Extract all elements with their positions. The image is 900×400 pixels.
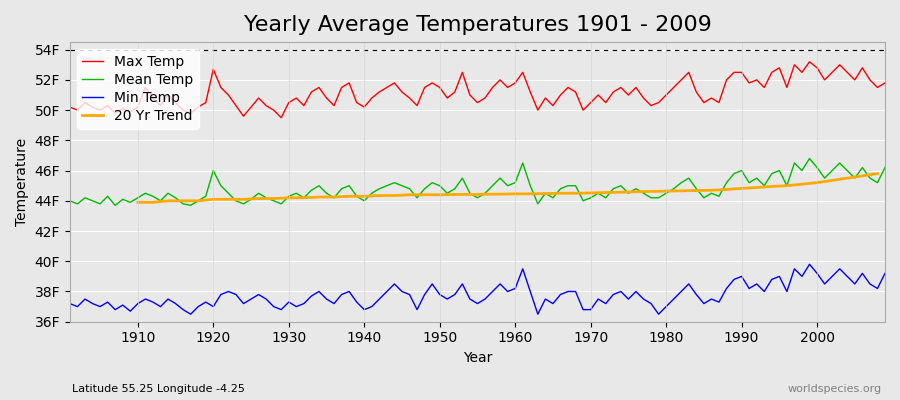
20 Yr Trend [555, 191, 566, 196]
20 Yr Trend [767, 184, 778, 189]
Line: Min Temp: Min Temp [70, 264, 885, 314]
Max Temp [344, 80, 355, 85]
Max Temp [299, 103, 310, 108]
20 Yr Trend [616, 190, 626, 194]
Max Temp [275, 115, 286, 120]
20 Yr Trend [177, 198, 188, 203]
20 Yr Trend [208, 197, 219, 202]
20 Yr Trend [464, 192, 475, 197]
Min Temp [185, 312, 196, 316]
Max Temp [804, 59, 814, 64]
Max Temp [125, 109, 136, 114]
Min Temp [299, 301, 310, 306]
Min Temp [879, 271, 890, 276]
Mean Temp [110, 203, 121, 208]
Max Temp [65, 105, 76, 110]
Min Temp [125, 309, 136, 314]
20 Yr Trend [585, 190, 596, 195]
Mean Temp [804, 156, 814, 161]
Min Temp [804, 262, 814, 267]
20 Yr Trend [374, 193, 384, 198]
20 Yr Trend [132, 200, 143, 205]
Min Temp [518, 266, 528, 271]
20 Yr Trend [600, 190, 611, 195]
Mean Temp [132, 195, 143, 200]
20 Yr Trend [449, 192, 460, 197]
20 Yr Trend [313, 195, 324, 200]
Line: 20 Yr Trend: 20 Yr Trend [138, 174, 878, 202]
20 Yr Trend [691, 188, 702, 193]
20 Yr Trend [676, 188, 687, 193]
20 Yr Trend [148, 200, 158, 205]
20 Yr Trend [359, 194, 370, 199]
20 Yr Trend [223, 197, 234, 202]
20 Yr Trend [857, 174, 868, 178]
20 Yr Trend [645, 189, 656, 194]
Mean Temp [65, 198, 76, 203]
20 Yr Trend [419, 192, 430, 197]
Mean Temp [518, 161, 528, 166]
20 Yr Trend [812, 180, 823, 185]
20 Yr Trend [631, 189, 642, 194]
Line: Max Temp: Max Temp [70, 62, 885, 118]
20 Yr Trend [435, 192, 446, 197]
20 Yr Trend [495, 192, 506, 196]
20 Yr Trend [781, 183, 792, 188]
20 Yr Trend [253, 196, 264, 201]
20 Yr Trend [706, 188, 716, 193]
20 Yr Trend [827, 178, 838, 183]
Text: Latitude 55.25 Longitude -4.25: Latitude 55.25 Longitude -4.25 [72, 384, 245, 394]
Min Temp [509, 286, 520, 291]
20 Yr Trend [299, 195, 310, 200]
20 Yr Trend [480, 192, 491, 196]
20 Yr Trend [268, 196, 279, 201]
Legend: Max Temp, Mean Temp, Min Temp, 20 Yr Trend: Max Temp, Mean Temp, Min Temp, 20 Yr Tre… [76, 49, 199, 129]
20 Yr Trend [344, 194, 355, 199]
Max Temp [879, 80, 890, 85]
Max Temp [509, 80, 520, 85]
Min Temp [65, 301, 76, 306]
20 Yr Trend [540, 191, 551, 196]
Max Temp [518, 70, 528, 75]
20 Yr Trend [509, 192, 520, 196]
Y-axis label: Temperature: Temperature [15, 138, 29, 226]
Max Temp [608, 90, 618, 94]
20 Yr Trend [661, 189, 671, 194]
20 Yr Trend [872, 171, 883, 176]
20 Yr Trend [389, 193, 400, 198]
20 Yr Trend [752, 185, 762, 190]
Mean Temp [879, 165, 890, 170]
20 Yr Trend [796, 182, 807, 186]
20 Yr Trend [284, 195, 294, 200]
20 Yr Trend [238, 197, 249, 202]
Title: Yearly Average Temperatures 1901 - 2009: Yearly Average Temperatures 1901 - 2009 [244, 15, 711, 35]
20 Yr Trend [721, 187, 732, 192]
Mean Temp [509, 180, 520, 185]
X-axis label: Year: Year [463, 351, 492, 365]
20 Yr Trend [163, 198, 174, 203]
Min Temp [344, 289, 355, 294]
20 Yr Trend [571, 191, 581, 196]
Min Temp [608, 292, 618, 297]
Mean Temp [608, 186, 618, 191]
20 Yr Trend [525, 192, 535, 196]
20 Yr Trend [842, 176, 852, 180]
Text: worldspecies.org: worldspecies.org [788, 384, 882, 394]
Mean Temp [299, 195, 310, 200]
Mean Temp [344, 183, 355, 188]
20 Yr Trend [193, 198, 203, 203]
20 Yr Trend [736, 186, 747, 191]
20 Yr Trend [328, 195, 339, 200]
Line: Mean Temp: Mean Temp [70, 158, 885, 205]
20 Yr Trend [404, 192, 415, 197]
